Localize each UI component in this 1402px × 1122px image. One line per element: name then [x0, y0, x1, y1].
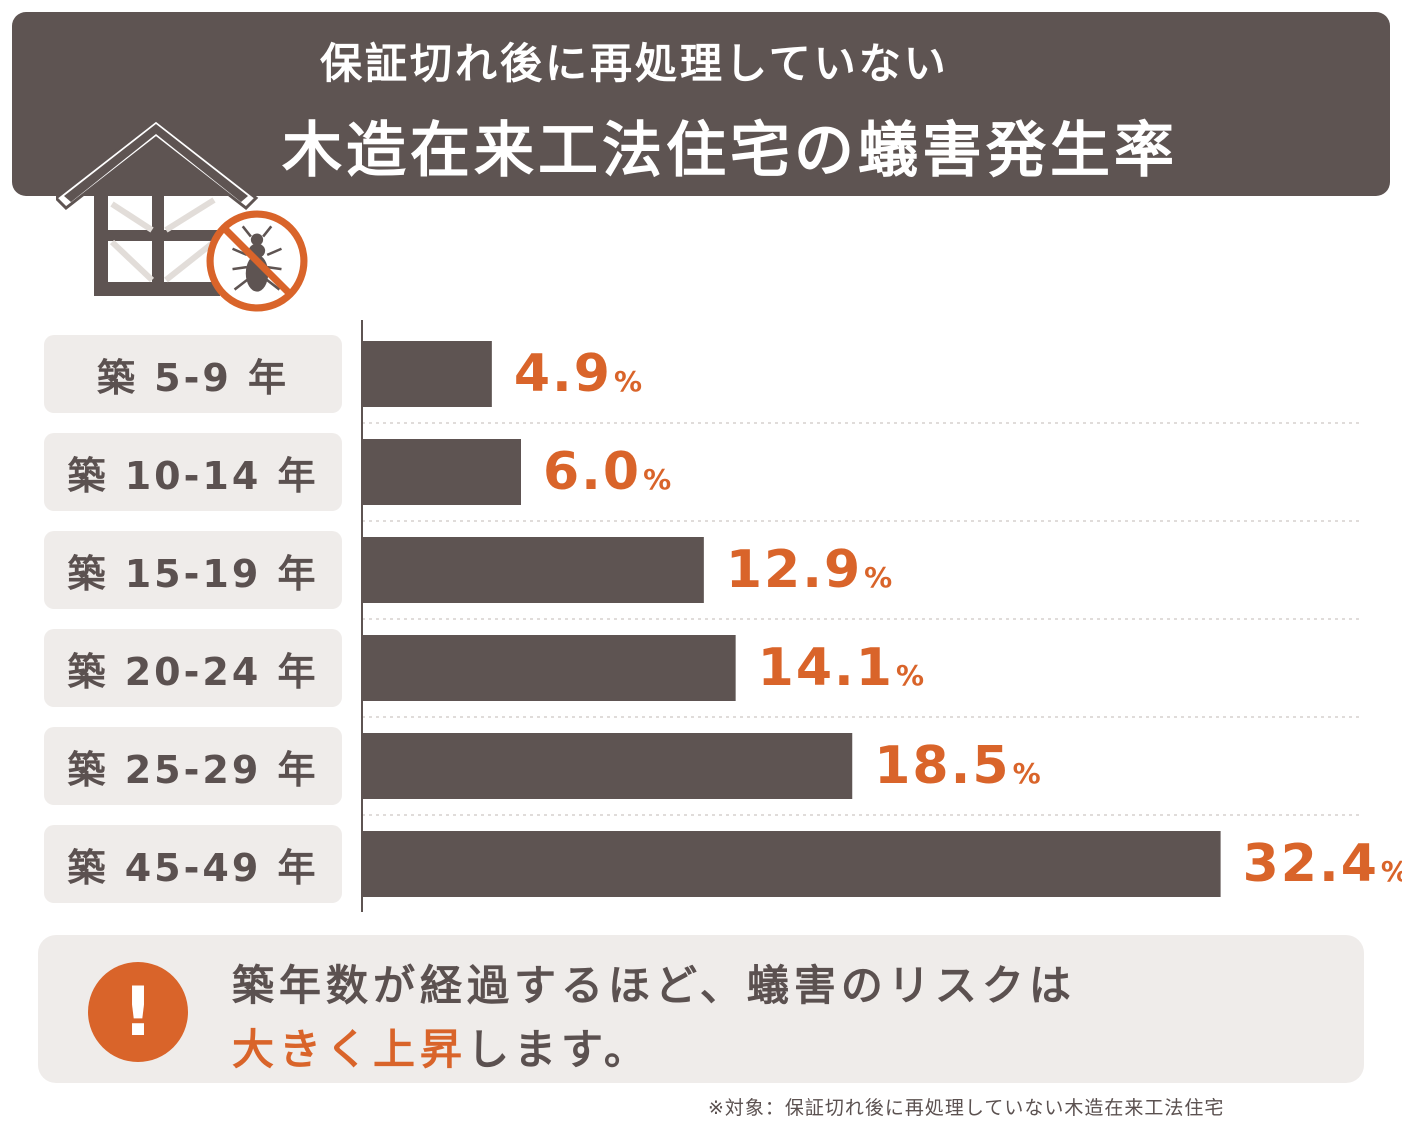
- value-number-4: 18.5: [874, 736, 1011, 796]
- bar-1: [362, 439, 521, 505]
- value-unit-4: %: [1012, 757, 1041, 790]
- title-line-1: 保証切れ後に再処理していない: [320, 39, 949, 88]
- value-number-2: 12.9: [725, 540, 863, 600]
- value-unit-2: %: [864, 561, 893, 594]
- bar-4: [362, 733, 853, 799]
- house-icon: [56, 118, 259, 296]
- note-panel: [38, 935, 1364, 1083]
- value-label-4: 18.5%: [874, 736, 1040, 796]
- value-number-5: 32.4: [1242, 834, 1379, 894]
- exclamation-icon: !: [88, 962, 188, 1062]
- note-text-line-2: 大きく上昇します。: [232, 1016, 651, 1077]
- value-unit-3: %: [895, 659, 925, 692]
- header-banner: [12, 12, 1390, 196]
- category-label-2: 築 15-19 年: [44, 531, 342, 609]
- category-label-5: 築 45-49 年: [44, 825, 342, 903]
- value-label-1: 6.0%: [543, 442, 671, 502]
- note-accent-text: 大きく上昇: [232, 1025, 468, 1074]
- value-label-5: 32.4%: [1243, 834, 1402, 894]
- value-unit-0: %: [613, 365, 643, 398]
- footnote: ※対象：保証切れ後に再処理していない木造在来工法住宅: [708, 1097, 1225, 1119]
- category-label-0: 築 5-9 年: [44, 335, 342, 413]
- value-number-0: 4.9: [513, 344, 612, 404]
- value-unit-5: %: [1381, 855, 1402, 888]
- value-unit-1: %: [643, 463, 672, 496]
- category-label-3: 築 20-24 年: [44, 629, 342, 707]
- value-label-2: 12.9%: [726, 540, 892, 600]
- value-number-1: 6.0: [543, 442, 642, 502]
- bar-5: [362, 831, 1221, 897]
- category-label-4: 築 25-29 年: [44, 727, 342, 805]
- category-label-1: 築 10-14 年: [44, 433, 342, 511]
- title-line-2: 木造在来工法住宅の蟻害発生率: [282, 116, 1178, 186]
- note-rest-text: します。: [467, 1025, 651, 1074]
- no-termite-icon: [206, 210, 308, 312]
- bar-3: [362, 635, 736, 701]
- value-label-3: 14.1%: [758, 638, 924, 698]
- value-number-3: 14.1: [757, 638, 894, 698]
- note-text-line-1: 築年数が経過するほど、蟻害のリスクは: [232, 961, 1076, 1010]
- value-label-0: 4.9%: [514, 344, 642, 404]
- bar-0: [362, 341, 492, 407]
- bar-2: [362, 537, 704, 603]
